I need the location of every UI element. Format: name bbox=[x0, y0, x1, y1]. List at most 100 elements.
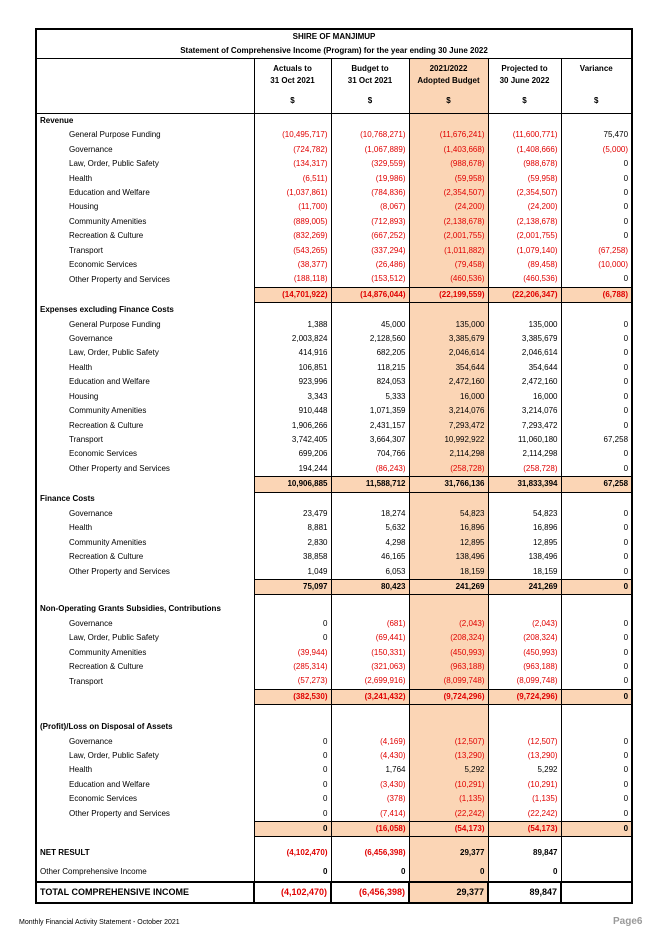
value-cell: (9,724,296) bbox=[487, 688, 561, 706]
value-cell: 0 bbox=[253, 792, 331, 807]
row-label: Law, Order, Public Safety bbox=[69, 159, 159, 169]
empty-cell bbox=[330, 492, 409, 507]
value-cell: (2,001,755) bbox=[408, 229, 488, 244]
value-cell: 8,881 bbox=[253, 521, 331, 536]
section-title: (Profit)/Loss on Disposal of Assets bbox=[40, 722, 173, 732]
item-row: General Purpose Funding (10,495,717) (10,7… bbox=[36, 128, 633, 143]
value-cell: (10,291) bbox=[408, 777, 488, 793]
value-cell: 4,298 bbox=[330, 535, 409, 551]
row-label: Other Property and Services bbox=[69, 808, 170, 818]
value-cell: 11,588,712 bbox=[330, 476, 409, 493]
value-cell: (2,138,678) bbox=[487, 214, 561, 230]
unit: $ bbox=[522, 96, 527, 105]
section-title: Expenses excluding Finance Costs bbox=[40, 305, 174, 315]
value-cell: (14,701,922) bbox=[253, 286, 331, 304]
empty-cell bbox=[408, 720, 488, 735]
spacer-cell bbox=[330, 594, 409, 603]
item-row: Health (6,511) (19,986) (59,958) (59,958) 0 bbox=[36, 171, 633, 187]
value-cell: (1,079,140) bbox=[487, 243, 561, 259]
spacer-cell bbox=[487, 836, 561, 844]
value-cell: 0 bbox=[560, 521, 633, 536]
total-label bbox=[36, 287, 254, 302]
column-header: 2021/2022 Adopted Budget $ bbox=[408, 58, 488, 114]
value-cell: (963,188) bbox=[487, 660, 561, 675]
value-cell: 23,479 bbox=[253, 506, 331, 522]
value-cell: 1,071,359 bbox=[330, 404, 409, 419]
value-cell: 0 bbox=[560, 418, 633, 433]
empty-cell bbox=[560, 302, 633, 318]
value-cell: (4,169) bbox=[330, 734, 409, 750]
value-cell: (86,243) bbox=[330, 461, 409, 477]
value-cell: 0 bbox=[560, 645, 633, 660]
empty-cell bbox=[408, 113, 488, 129]
table-body: SHIRE OF MANJIMUP Statement of Comprehen… bbox=[36, 29, 633, 905]
value-cell: 7,293,472 bbox=[408, 418, 488, 433]
empty-cell bbox=[330, 113, 409, 129]
empty-cell bbox=[560, 113, 633, 129]
value-cell: (6,511) bbox=[253, 171, 331, 187]
header-line: Adopted Budget bbox=[417, 76, 480, 85]
value-cell: (6,456,398) bbox=[330, 843, 409, 863]
value-cell: 2,431,157 bbox=[330, 418, 409, 433]
value-cell: 0 bbox=[560, 763, 633, 778]
value-cell: (667,252) bbox=[330, 229, 409, 244]
subtitle: Statement of Comprehensive Income (Progr… bbox=[36, 44, 633, 59]
value-cell: 699,206 bbox=[253, 447, 331, 462]
value-cell: (285,314) bbox=[253, 660, 331, 675]
value-cell: 2,472,160 bbox=[408, 375, 488, 390]
value-cell: (2,354,507) bbox=[487, 186, 561, 201]
section-row: Revenue bbox=[36, 113, 633, 129]
page-number: Page6 bbox=[613, 916, 643, 927]
value-cell: 194,244 bbox=[253, 461, 331, 477]
empty-cell bbox=[408, 492, 488, 507]
value-cell: 3,742,405 bbox=[253, 432, 331, 448]
section-row: Expenses excluding Finance Costs bbox=[36, 302, 633, 318]
total-label bbox=[36, 689, 254, 704]
row-label: Health bbox=[69, 362, 93, 372]
value-cell: 0 bbox=[253, 631, 331, 646]
column-header: Projected to 30 June 2022 $ bbox=[487, 58, 561, 114]
value-cell: 138,496 bbox=[487, 550, 561, 565]
value-cell: 682,205 bbox=[330, 346, 409, 361]
value-cell: 0 bbox=[560, 749, 633, 764]
value-cell: (2,354,507) bbox=[408, 186, 488, 201]
value-cell: 16,896 bbox=[487, 521, 561, 536]
value-cell: 241,269 bbox=[487, 578, 561, 596]
value-cell: (963,188) bbox=[408, 660, 488, 675]
value-cell: (6,456,398) bbox=[330, 881, 410, 905]
value-cell: 45,000 bbox=[330, 317, 409, 333]
value-cell: (12,507) bbox=[408, 734, 488, 750]
value-cell: 16,896 bbox=[408, 521, 488, 536]
total-row: 0 (16,058) (54,173) (54,173) 0 bbox=[36, 821, 633, 838]
value-cell: (134,317) bbox=[253, 157, 331, 172]
total-row: (14,701,922) (14,876,044) (22,199,559) (22,… bbox=[36, 286, 633, 304]
value-cell: (2,138,678) bbox=[408, 214, 488, 230]
item-row: Other Property and Services (188,118) (153… bbox=[36, 272, 633, 288]
total-row: 75,097 80,423 241,269 241,269 0 bbox=[36, 578, 633, 596]
header-line: Variance bbox=[579, 64, 613, 73]
row-label: Housing bbox=[69, 202, 99, 212]
value-cell: 31,833,394 bbox=[487, 476, 561, 493]
item-row: Other Property and Services 1,049 6,053 18,… bbox=[36, 564, 633, 580]
value-cell: 46,165 bbox=[330, 550, 409, 565]
spacer-cell bbox=[253, 594, 331, 603]
empty-cell bbox=[408, 302, 488, 318]
value-cell: (450,993) bbox=[408, 645, 488, 660]
value-cell: 0 bbox=[560, 660, 633, 675]
value-cell: 0 bbox=[560, 186, 633, 201]
item-row: Education and Welfare 0 (3,430) (10,291) (10… bbox=[36, 777, 633, 793]
item-row: General Purpose Funding 1,388 45,000 135,00… bbox=[36, 317, 633, 333]
footer-text: Monthly Financial Activity Statement - O… bbox=[19, 919, 180, 926]
value-cell: 38,858 bbox=[253, 550, 331, 565]
row-label: Community Amenities bbox=[69, 647, 147, 657]
item-row: Governance 0 (4,169) (12,507) (12,507) 0 bbox=[36, 734, 633, 750]
row-label: Law, Order, Public Safety bbox=[69, 348, 159, 358]
total-label bbox=[36, 477, 254, 492]
unit: $ bbox=[290, 96, 295, 105]
value-cell: 135,000 bbox=[487, 317, 561, 333]
spacer-cell bbox=[330, 704, 409, 721]
section-row: Finance Costs bbox=[36, 492, 633, 507]
value-cell: (22,242) bbox=[408, 806, 488, 822]
column-header: Variance $ bbox=[560, 58, 633, 114]
item-row: Transport (57,273) (2,699,916) (8,099,748)(… bbox=[36, 674, 633, 690]
